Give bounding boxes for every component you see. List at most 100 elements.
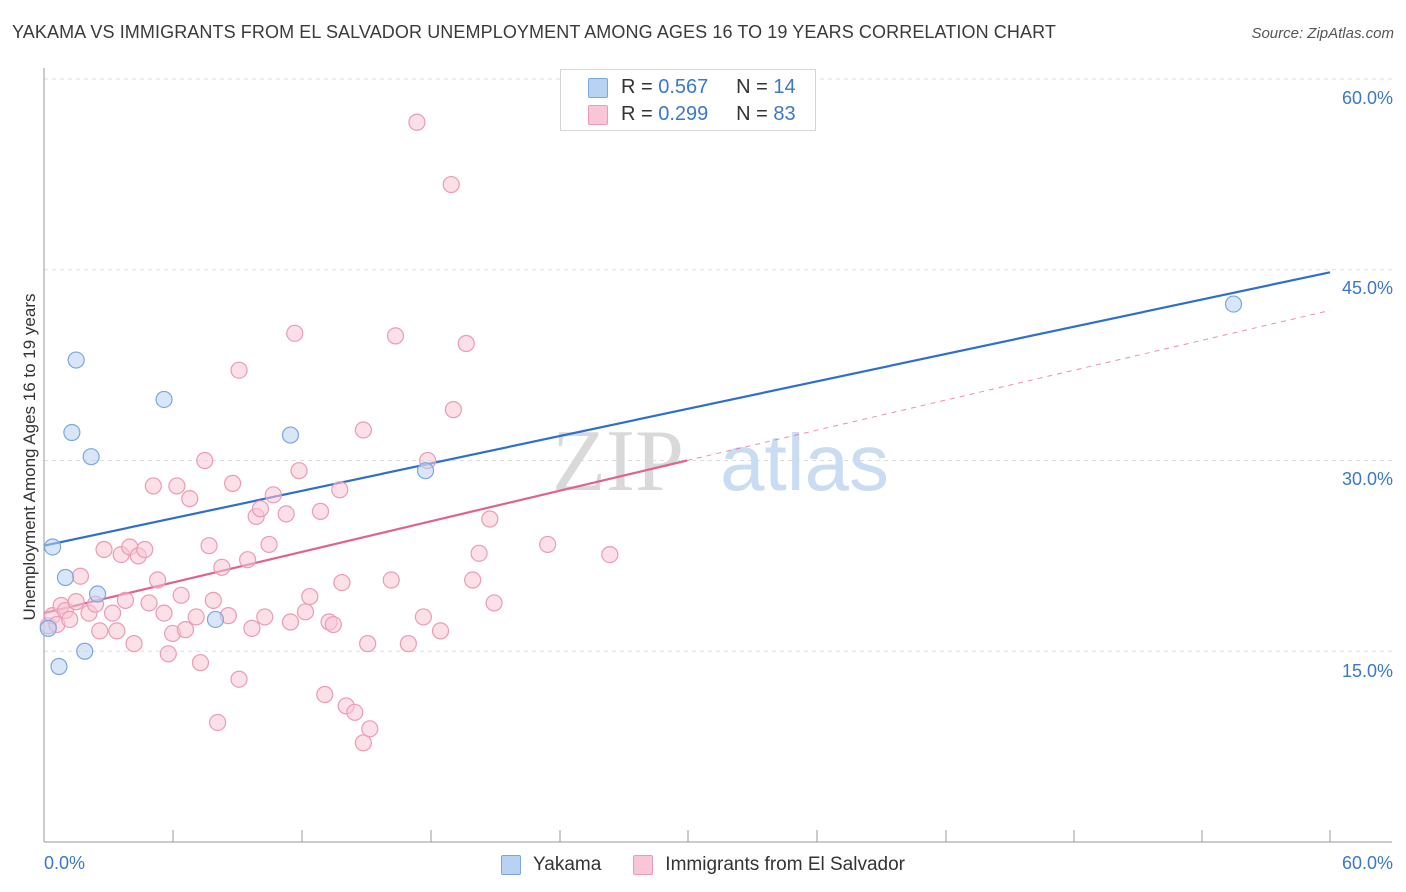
- point-el-salvador-17: [125, 635, 143, 653]
- legend-label-yakama: Yakama: [533, 854, 602, 875]
- trend-lines: [43, 271, 1331, 615]
- point-el-salvador-55: [316, 685, 334, 704]
- point-el-salvador-66: [382, 571, 400, 589]
- point-el-salvador-10: [91, 622, 109, 640]
- r-value-el-salvador: 0.299: [658, 102, 709, 125]
- point-el-salvador-29: [181, 490, 199, 508]
- series-legend: Yakama Immigrants from El Salvador: [0, 852, 1406, 878]
- point-el-salvador-21: [144, 477, 162, 495]
- r-label: R =: [621, 75, 659, 98]
- point-el-salvador-22: [148, 571, 167, 589]
- point-el-salvador-35: [209, 713, 227, 732]
- point-el-salvador-47: [264, 486, 282, 504]
- point-el-salvador-23: [155, 604, 173, 622]
- point-el-salvador-52: [296, 603, 315, 621]
- legend-item-yakama: Yakama: [501, 854, 601, 876]
- point-el-salvador-64: [361, 720, 379, 738]
- point-el-salvador-50: [286, 324, 304, 342]
- point-el-salvador-38: [224, 474, 242, 492]
- point-el-salvador-68: [399, 635, 417, 653]
- point-yakama-7: [82, 448, 100, 466]
- point-el-salvador-45: [256, 608, 274, 626]
- point-el-salvador-51: [290, 462, 308, 480]
- trend-line-el-salvador: [43, 459, 688, 615]
- n-value-yakama: 14: [773, 75, 796, 98]
- n-value-el-salvador: 83: [773, 102, 796, 125]
- point-el-salvador-67: [386, 327, 405, 345]
- point-el-salvador-19: [136, 540, 154, 559]
- tick-labels: 15.0% 30.0% 45.0% 60.0% 0.0% 60.0%: [44, 88, 1393, 873]
- x-tick-label-1: 60.0%: [1342, 853, 1393, 873]
- point-yakama-2: [50, 657, 68, 676]
- axes: [43, 68, 1392, 843]
- y-tick-label-0: 15.0%: [1342, 661, 1393, 681]
- point-el-salvador-20: [140, 594, 158, 612]
- point-el-salvador-79: [485, 594, 503, 612]
- point-yakama-0: [39, 619, 57, 637]
- y-tick-label-2: 45.0%: [1342, 278, 1393, 298]
- point-el-salvador-74: [444, 401, 462, 419]
- point-el-salvador-76: [464, 571, 482, 589]
- correlation-legend: R = 0.567 N = 14 R = 0.299 N = 83: [560, 69, 816, 131]
- chart-title: YAKAMA VS IMMIGRANTS FROM EL SALVADOR UN…: [12, 22, 1056, 42]
- point-el-salvador-24: [159, 645, 177, 663]
- point-el-salvador-39: [230, 361, 248, 379]
- point-el-salvador-61: [346, 703, 364, 721]
- point-el-salvador-40: [230, 670, 248, 688]
- watermark: ZIP atlas: [552, 413, 889, 510]
- point-el-salvador-54: [311, 502, 330, 520]
- point-yakama-10: [206, 610, 225, 629]
- point-el-salvador-6: [67, 593, 85, 611]
- trend-line-yakama: [43, 271, 1331, 547]
- point-el-salvador-7: [71, 567, 90, 585]
- point-yakama-11: [281, 426, 300, 444]
- point-el-salvador-42: [243, 619, 261, 637]
- point-el-salvador-15: [116, 591, 135, 609]
- point-el-salvador-11: [95, 540, 113, 559]
- y-tick-label-1: 30.0%: [1342, 469, 1393, 489]
- point-el-salvador-12: [103, 604, 122, 622]
- point-el-salvador-32: [196, 451, 214, 470]
- point-el-salvador-44: [251, 500, 270, 518]
- point-el-salvador-59: [333, 573, 351, 592]
- point-yakama-4: [63, 423, 81, 442]
- point-el-salvador-63: [354, 734, 372, 752]
- legend-swatch-el-salvador: [588, 105, 608, 125]
- watermark-zip: ZIP: [552, 413, 684, 510]
- point-el-salvador-5: [61, 610, 79, 629]
- trend-extension-el-salvador: [686, 309, 1331, 461]
- y-axis-label: Unemployment Among Ages 16 to 19 years: [20, 294, 39, 621]
- point-el-salvador-31: [191, 654, 210, 672]
- r-value-yakama: 0.567: [658, 75, 709, 98]
- point-el-salvador-46: [260, 535, 278, 554]
- source-label: Source: ZipAtlas.com: [1251, 25, 1394, 42]
- point-el-salvador-53: [301, 587, 319, 606]
- gridlines: [44, 78, 1392, 652]
- legend-swatch-yakama: [501, 855, 521, 875]
- point-el-salvador-75: [457, 334, 475, 353]
- point-el-salvador-77: [470, 544, 488, 562]
- legend-item-el-salvador: Immigrants from El Salvador: [633, 854, 905, 876]
- n-label: N =: [736, 102, 774, 125]
- point-el-salvador-70: [414, 608, 432, 626]
- r-label: R =: [621, 102, 659, 125]
- point-el-salvador-73: [442, 175, 460, 194]
- point-el-salvador-27: [172, 586, 190, 604]
- point-el-salvador-69: [408, 113, 426, 131]
- point-el-salvador-62: [354, 421, 372, 439]
- point-el-salvador-30: [187, 608, 205, 626]
- point-el-salvador-58: [331, 481, 349, 499]
- point-yakama-1: [43, 538, 62, 556]
- point-el-salvador-36: [213, 558, 231, 576]
- point-yakama-6: [76, 642, 94, 660]
- point-el-salvador-26: [168, 477, 186, 495]
- point-el-salvador-57: [324, 615, 342, 634]
- point-yakama-8: [88, 585, 107, 603]
- x-tick-label-0: 0.0%: [44, 853, 85, 873]
- legend-swatch-yakama: [588, 78, 608, 98]
- legend-label-el-salvador: Immigrants from El Salvador: [665, 854, 905, 875]
- point-el-salvador-34: [204, 591, 222, 609]
- point-yakama-3: [56, 568, 75, 587]
- point-el-salvador-28: [176, 621, 195, 639]
